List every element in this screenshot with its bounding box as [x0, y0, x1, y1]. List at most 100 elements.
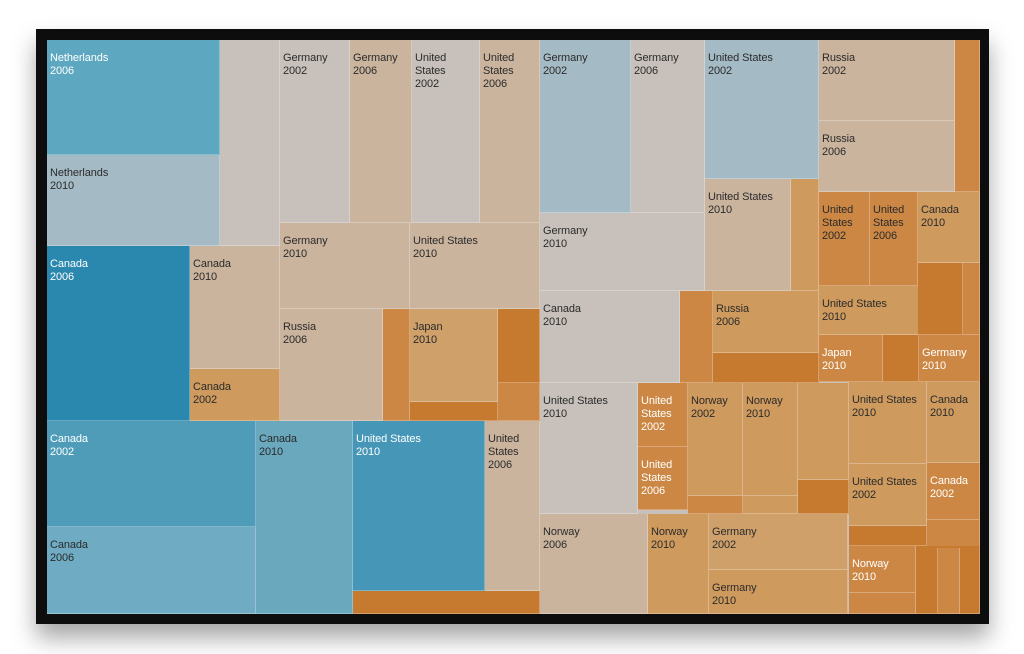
treemap-cell[interactable]: Russia 2006	[713, 291, 819, 353]
treemap-cell[interactable]: Germany 2002	[709, 514, 848, 570]
treemap-cell[interactable]: Japan 2010	[819, 335, 883, 382]
cell-label-line: 2010	[822, 311, 847, 323]
cell-label-line: 2010	[708, 204, 733, 216]
cell-label-line: 2002	[193, 394, 218, 406]
cell-label-line: States	[873, 217, 904, 229]
treemap-cell[interactable]	[353, 591, 540, 614]
treemap-cell[interactable]: Germany 2010	[540, 213, 705, 291]
treemap-cell[interactable]: Germany 2002	[280, 40, 350, 223]
treemap-cell[interactable]: Russia 2002	[819, 40, 955, 121]
cell-label: United States 2010	[413, 235, 478, 261]
cell-label-line: Germany	[634, 52, 679, 64]
cell-label-line: 2006	[822, 146, 847, 158]
treemap-cell[interactable]: Russia 2006	[819, 121, 955, 192]
cell-label-line: 2010	[543, 238, 568, 250]
cell-label-line: Norway	[852, 558, 889, 570]
cell-label-line: 2010	[193, 271, 218, 283]
treemap-cell[interactable]	[713, 353, 819, 383]
treemap-cell[interactable]: Norway 2006	[540, 514, 648, 614]
treemap-cell[interactable]: United States 2006	[638, 447, 688, 510]
treemap-cell[interactable]: Canada 2002	[927, 463, 980, 520]
treemap-cell[interactable]: United States 2002	[849, 464, 927, 526]
treemap-cell[interactable]: Netherlands 2010	[47, 155, 220, 246]
treemap-cell[interactable]: United States 2002	[412, 40, 480, 223]
cell-label: Canada 2002	[193, 381, 231, 407]
treemap-cell[interactable]: Russia 2006	[280, 309, 383, 421]
treemap-cell[interactable]: United States 2010	[410, 223, 540, 309]
cell-label: Russia 2006	[716, 303, 749, 329]
treemap-cell[interactable]: Germany 2010	[919, 335, 980, 382]
treemap-cell[interactable]	[498, 309, 540, 383]
treemap-cell[interactable]: United States 2002	[819, 192, 870, 286]
treemap-cell[interactable]: United States 2010	[705, 179, 791, 291]
cell-label: Canada 2010	[259, 433, 297, 459]
treemap-cell[interactable]: Germany 2010	[280, 223, 410, 309]
treemap-cell[interactable]	[938, 548, 960, 614]
cell-label-line: United States	[852, 394, 917, 406]
treemap-cell[interactable]: United States 2006	[480, 40, 540, 223]
cell-label-line: 2002	[415, 78, 440, 90]
cell-label-line: Netherlands	[50, 167, 109, 179]
treemap-cell[interactable]: Canada 2002	[190, 369, 280, 421]
treemap-cell[interactable]	[849, 526, 927, 546]
treemap-cell[interactable]: Norway 2010	[743, 383, 798, 496]
cell-label: Japan 2010	[822, 347, 852, 373]
treemap-cell[interactable]: Norway 2010	[849, 546, 916, 593]
treemap-cell[interactable]: United States 2006	[485, 421, 540, 591]
treemap-cell[interactable]: Germany 2006	[631, 40, 705, 213]
treemap-cell[interactable]	[791, 179, 819, 291]
treemap-cell[interactable]	[883, 335, 919, 382]
treemap-cell[interactable]: United States 2002	[638, 383, 688, 447]
cell-label-line: Russia	[822, 133, 856, 145]
cell-label-line: Germany	[283, 235, 328, 247]
cell-label-line: 2010	[922, 360, 947, 372]
treemap-cell[interactable]	[798, 480, 849, 514]
treemap-cell[interactable]: Norway 2002	[688, 383, 743, 496]
treemap-cell[interactable]	[688, 496, 743, 514]
cell-label-line: 2002	[691, 408, 716, 420]
cell-label: Norway 2010	[852, 558, 889, 584]
treemap-cell[interactable]	[849, 593, 916, 614]
treemap-cell[interactable]: Japan 2010	[410, 309, 498, 402]
treemap-cell[interactable]	[743, 496, 798, 514]
treemap-cell[interactable]: Canada 2006	[47, 246, 190, 421]
treemap-cell[interactable]: Germany 2006	[350, 40, 412, 223]
treemap-cell[interactable]: United States 2010	[819, 286, 919, 335]
cell-label-line: Germany	[922, 347, 967, 359]
treemap-cell[interactable]	[960, 548, 980, 614]
cell-label-line: 2006	[50, 552, 75, 564]
treemap-cell[interactable]: Netherlands 2006	[47, 40, 220, 155]
cell-label-line: Russia	[822, 52, 856, 64]
treemap-cell[interactable]: United States 2002	[705, 40, 819, 179]
cell-label: Canada 2006	[50, 258, 88, 284]
treemap-cell[interactable]: Canada 2010	[540, 291, 680, 383]
cell-label: Germany 2006	[634, 52, 679, 78]
treemap-cell[interactable]	[955, 40, 980, 192]
cell-label: United States 2002	[822, 204, 853, 243]
treemap-cell[interactable]: United States 2006	[870, 192, 918, 286]
treemap-cell[interactable]: Norway 2010	[648, 514, 709, 614]
treemap-cell[interactable]	[383, 309, 410, 421]
treemap-cell[interactable]	[220, 40, 280, 246]
treemap-cell[interactable]: Germany 2010	[709, 570, 848, 614]
treemap-cell[interactable]	[918, 263, 963, 335]
treemap-cell[interactable]	[963, 263, 980, 335]
treemap-cell[interactable]: Canada 2002	[47, 421, 256, 527]
treemap-cell[interactable]: Canada 2010	[918, 192, 980, 263]
treemap-cell[interactable]: United States 2010	[540, 383, 638, 514]
treemap-cell[interactable]	[498, 383, 540, 421]
treemap-cell[interactable]: Canada 2006	[47, 527, 256, 614]
treemap-cell[interactable]: United States 2010	[353, 421, 485, 591]
treemap-cell[interactable]	[927, 520, 980, 548]
treemap-cell[interactable]	[798, 383, 849, 480]
treemap-cell[interactable]	[916, 548, 938, 614]
treemap-cell[interactable]	[410, 402, 498, 421]
treemap-cell[interactable]: Canada 2010	[190, 246, 280, 369]
cell-label-line: Canada	[193, 258, 231, 270]
treemap-cell[interactable]: United States 2010	[849, 382, 927, 464]
treemap-cell[interactable]: Canada 2010	[256, 421, 353, 614]
treemap-cell[interactable]: Germany 2002	[540, 40, 631, 213]
treemap-cell[interactable]	[680, 291, 713, 383]
cell-label-line: 2010	[356, 446, 381, 458]
treemap-cell[interactable]: Canada 2010	[927, 382, 980, 463]
